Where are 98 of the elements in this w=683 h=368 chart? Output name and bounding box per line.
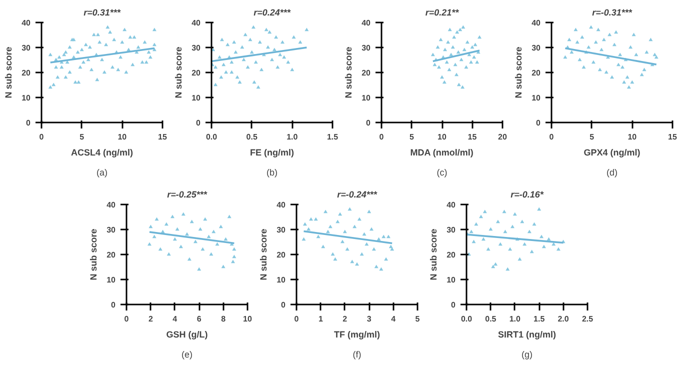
y-tick-label: 0 (196, 118, 202, 128)
x-axis-title: ACSL4 (ng/ml) (71, 148, 133, 158)
y-tick-label: 30 (276, 226, 286, 234)
y-tick-label: 10 (22, 94, 32, 102)
y-tick-label: 40 (22, 18, 32, 28)
x-tick-label: 1 (318, 314, 324, 324)
x-tick-label: 0 (549, 132, 554, 142)
x-tick-label: 10 (438, 132, 447, 142)
y-tick-label: 40 (532, 18, 542, 28)
x-tick-label: 15 (668, 132, 678, 142)
y-tick-label: 30 (192, 44, 202, 52)
y-tick-label: 40 (106, 200, 116, 210)
x-tick-label: 0.0 (206, 132, 218, 142)
y-tick-label: 20 (532, 68, 542, 78)
chart-title: r=-0.16* (510, 190, 544, 200)
chart-title: r=-0.25*** (167, 190, 208, 200)
chart-title: r=-0.24*** (337, 190, 378, 200)
y-axis-title: N sub score (428, 228, 439, 280)
text: (a) (96, 168, 108, 178)
x-tick-label: 5 (80, 132, 85, 142)
x-axis-title: GPX4 (ng/ml) (584, 148, 640, 158)
y-tick-label: 40 (192, 18, 202, 28)
x-tick-label: 5 (590, 132, 595, 142)
y-tick-label: 20 (276, 250, 286, 260)
x-tick-label: 15 (158, 132, 168, 142)
y-tick-label: 30 (362, 44, 372, 52)
x-tick-label: 1.5 (534, 314, 546, 324)
x-tick-label: 2.5 (582, 314, 594, 324)
x-tick-label: 20 (498, 132, 508, 142)
x-tick-label: 2.0 (558, 314, 570, 324)
x-tick-label: 10 (118, 132, 128, 142)
y-axis-title: N sub score (88, 228, 99, 280)
x-tick-label: 1.5 (326, 132, 339, 142)
x-axis-title: TF (mg/ml) (334, 330, 380, 340)
y-tick-label: 20 (362, 68, 372, 78)
chart-title: r=0.24*** (254, 8, 291, 18)
y-tick-label: 20 (22, 68, 32, 78)
y-tick-label: 0 (111, 300, 116, 310)
y-tick-label: 40 (276, 200, 286, 210)
x-tick-label: 0.5 (246, 132, 258, 142)
y-axis-title: N sub score (258, 228, 269, 280)
x-tick-label: 4 (391, 314, 396, 324)
y-tick-label: 30 (106, 226, 116, 234)
y-tick-label: 20 (446, 250, 456, 260)
y-axis-title: N sub score (514, 46, 524, 98)
y-axis-title: N sub score (174, 46, 184, 98)
x-tick-label: 4 (172, 314, 178, 324)
y-tick-label: 0 (366, 118, 372, 128)
x-tick-label: 10 (628, 132, 638, 142)
x-tick-label: 6 (196, 314, 202, 324)
x-axis-title: SIRT1 (ng/ml) (498, 330, 556, 340)
text: (e) (182, 350, 193, 360)
x-tick-label: 8 (221, 314, 226, 324)
text: (b) (266, 168, 278, 178)
y-tick-label: 10 (106, 276, 116, 284)
x-tick-label: 0 (124, 314, 130, 324)
y-tick-label: 20 (192, 68, 202, 78)
x-tick-label: 0 (39, 132, 44, 142)
x-tick-label: 15 (468, 132, 478, 142)
x-tick-label: 10 (243, 314, 252, 324)
chart-title: r=0.31*** (84, 8, 121, 18)
x-tick-label: 1.0 (509, 314, 522, 324)
y-tick-label: 30 (22, 44, 32, 52)
x-axis-title: GSH (g/L) (166, 330, 208, 340)
x-tick-label: 0 (379, 132, 384, 142)
y-axis-title: N sub score (344, 46, 354, 98)
x-tick-label: 1.0 (286, 132, 298, 142)
y-tick-label: 10 (276, 276, 286, 284)
x-tick-label: 0.0 (460, 314, 473, 324)
y-tick-label: 0 (281, 300, 286, 310)
y-tick-label: 30 (446, 226, 456, 234)
x-tick-label: 2 (342, 314, 348, 324)
chart-title: r=-0.31*** (592, 8, 632, 18)
x-axis-title: MDA (nmol/ml) (410, 148, 474, 158)
y-tick-label: 0 (26, 118, 32, 128)
x-axis-title: FE (ng/ml) (250, 148, 294, 158)
x-tick-label: 5 (410, 132, 415, 142)
x-tick-label: 3 (366, 314, 372, 324)
x-tick-label: 0.5 (485, 314, 497, 324)
y-axis-title: N sub score (4, 46, 14, 98)
y-tick-label: 0 (536, 118, 542, 128)
chart-title: r=0.21** (425, 8, 460, 18)
y-tick-label: 10 (362, 94, 372, 102)
y-tick-label: 0 (451, 300, 456, 310)
text: (d) (606, 168, 618, 178)
y-tick-label: 20 (106, 250, 116, 260)
x-tick-label: 5 (415, 314, 420, 324)
y-tick-label: 10 (446, 276, 456, 284)
y-tick-label: 10 (532, 94, 542, 102)
text: (g) (522, 350, 533, 360)
y-tick-label: 10 (192, 94, 202, 102)
y-tick-label: 40 (362, 18, 372, 28)
y-tick-label: 40 (446, 200, 456, 210)
text: (c) (436, 168, 448, 178)
text: (f) (352, 350, 362, 360)
y-tick-label: 30 (532, 44, 542, 52)
x-tick-label: 0 (294, 314, 300, 324)
x-tick-label: 2 (148, 314, 154, 324)
